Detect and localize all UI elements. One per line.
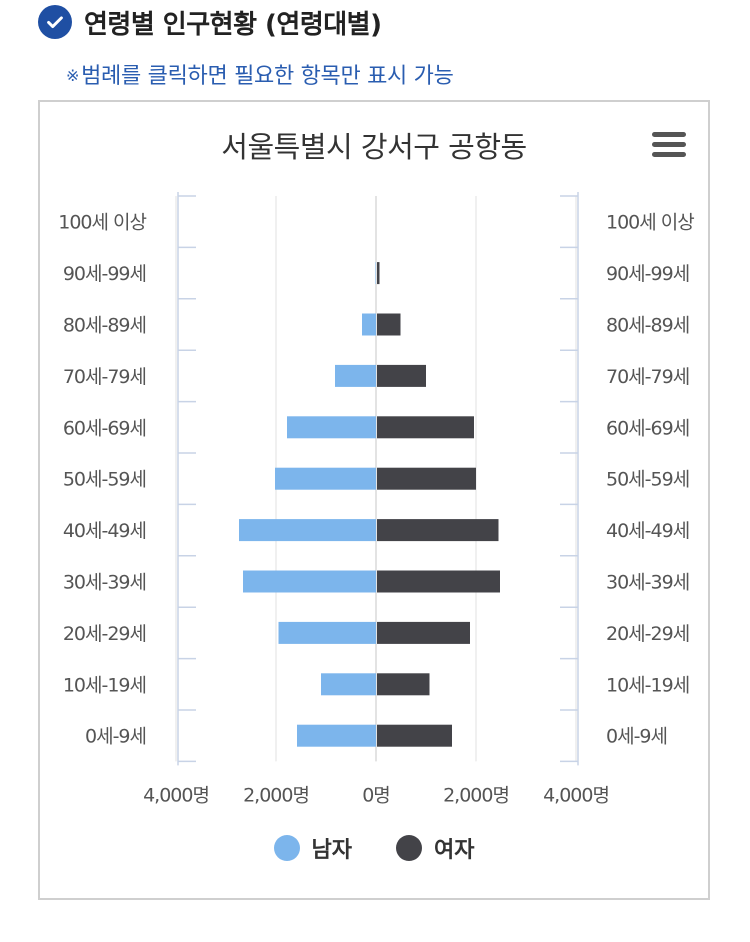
pyramid-chart: 100세 이상 100세 이상 90세-99세 90세-99세 80세-89세 80세-8… (58, 192, 695, 806)
bar-male (297, 724, 376, 747)
bar-female (377, 364, 426, 387)
bar-male (335, 364, 376, 387)
category-label-left: 20세-29세 (63, 623, 146, 645)
bar-male (321, 673, 376, 696)
bar-female (377, 313, 401, 336)
notice-mark: ※ (66, 66, 80, 85)
category-label-right: 60세-69세 (606, 417, 689, 439)
category-label-right: 90세-99세 (606, 263, 689, 285)
bar-female (377, 724, 452, 747)
bar-female (377, 467, 476, 490)
legend-swatch-female (396, 835, 422, 861)
category-label-left: 0세-9세 (85, 726, 146, 748)
bar-female (377, 262, 380, 285)
section-title: 연령별 인구현황 (연령대별) (84, 9, 382, 40)
legend-item-female[interactable]: 여자 (396, 832, 474, 864)
x-tick-label: 2,000명 (243, 784, 309, 806)
category-label-right: 70세-79세 (606, 366, 689, 388)
category-label-right: 80세-89세 (606, 315, 689, 337)
bar-female (377, 570, 500, 593)
chart-card: 서울특별시 강서구 공항동 100세 이상 100세 이상 90세-99세 90세-9… (38, 100, 710, 900)
bar-male (375, 262, 376, 285)
bar-male (362, 313, 376, 336)
legend-label-male: 남자 (311, 838, 352, 863)
legend-swatch-male (273, 835, 300, 861)
bar-male (287, 416, 376, 439)
category-label-left: 50세-59세 (63, 469, 146, 491)
category-label-right: 40세-49세 (606, 520, 689, 542)
hamburger-menu-icon[interactable] (652, 132, 686, 158)
x-tick-label: 4,000명 (143, 784, 209, 806)
category-label-left: 80세-89세 (63, 315, 146, 337)
chart-legend: 남자 여자 (40, 832, 708, 864)
legend-item-male[interactable]: 남자 (273, 832, 352, 864)
bar-male (275, 467, 376, 490)
x-tick-label: 4,000명 (543, 784, 609, 806)
x-tick-label: 2,000명 (443, 784, 509, 806)
category-label-left: 60세-69세 (63, 417, 146, 439)
bar-female (377, 621, 470, 644)
bar-male (239, 519, 376, 542)
bar-female (377, 519, 499, 542)
category-label-left: 30세-39세 (63, 572, 146, 594)
legend-hint-text: 범례를 클릭하면 필요한 항목만 표시 가능 (81, 64, 454, 89)
category-label-right: 100세 이상 (606, 212, 694, 234)
category-label-right: 20세-29세 (606, 623, 689, 645)
category-label-right: 30세-39세 (606, 572, 689, 594)
category-label-left: 10세-19세 (63, 674, 146, 696)
x-tick-label: 0명 (362, 784, 390, 806)
bar-male (243, 570, 376, 593)
chart-title: 서울특별시 강서구 공항동 (221, 130, 527, 164)
section-header: 연령별 인구현황 (연령대별) (38, 4, 382, 40)
legend-label-female: 여자 (434, 838, 475, 863)
category-label-right: 50세-59세 (606, 469, 689, 491)
category-label-left: 70세-79세 (63, 366, 146, 388)
bar-female (377, 416, 474, 439)
category-label-left: 40세-49세 (63, 520, 146, 542)
category-label-right: 10세-19세 (606, 674, 689, 696)
check-circle-icon (38, 5, 72, 39)
bar-female (377, 673, 430, 696)
category-label-left: 90세-99세 (63, 263, 146, 285)
category-label-right: 0세-9세 (606, 726, 667, 748)
legend-hint: ※범례를 클릭하면 필요한 항목만 표시 가능 (66, 58, 454, 90)
bar-male (278, 621, 376, 644)
category-label-left: 100세 이상 (58, 212, 146, 234)
